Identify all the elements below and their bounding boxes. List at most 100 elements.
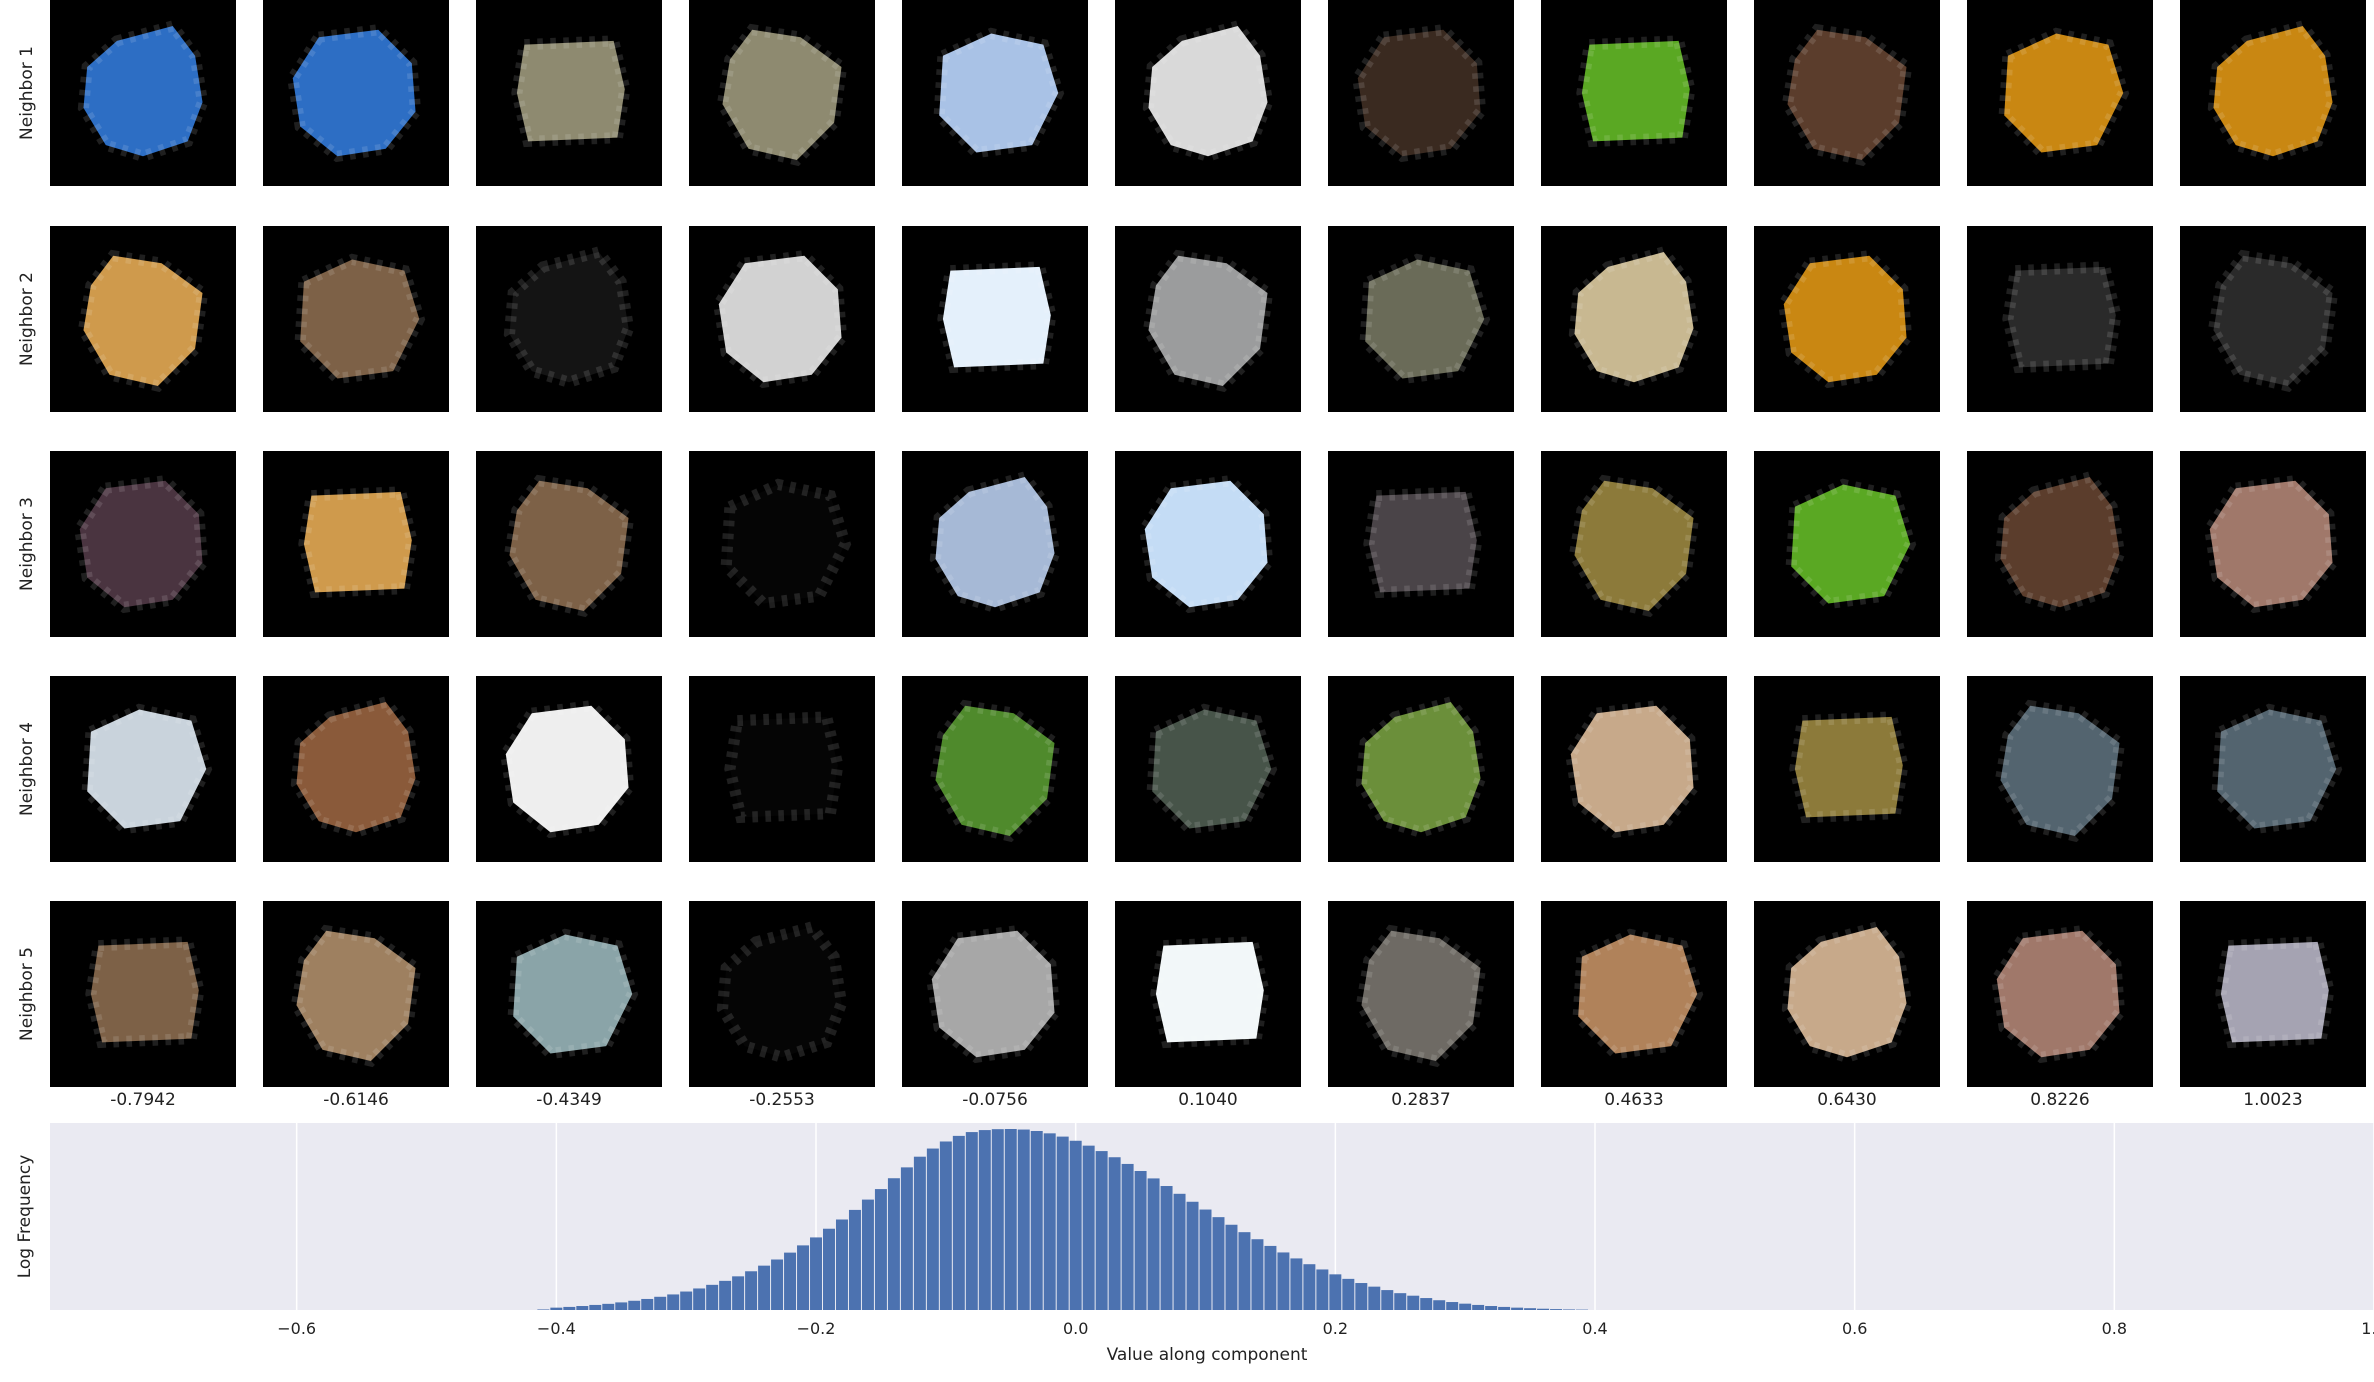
- patch-image: [77, 249, 209, 393]
- patch-texture: [1363, 486, 1483, 599]
- patch-texture: [1576, 35, 1696, 148]
- patch-shape: [296, 702, 416, 833]
- histogram-bar: [978, 1130, 991, 1310]
- patch-shape: [1155, 941, 1264, 1043]
- patch-shape: [1148, 255, 1268, 386]
- column-value: -0.0756: [962, 1090, 1028, 1110]
- patch-shape: [1361, 702, 1481, 833]
- histogram-bar: [900, 1167, 913, 1310]
- neighbor-patch: [1115, 226, 1301, 412]
- patch-texture: [1359, 253, 1491, 385]
- patch-texture: [507, 928, 639, 1060]
- histogram-bar: [1420, 1298, 1433, 1310]
- histogram-bar: [1498, 1306, 1511, 1310]
- patch-shape: [1357, 29, 1481, 157]
- patch-texture: [1150, 936, 1270, 1049]
- patch-texture: [2215, 936, 2335, 1049]
- histogram-bar: [1134, 1170, 1147, 1310]
- histogram-bar: [1459, 1303, 1472, 1310]
- histogram-bar: [1563, 1309, 1576, 1310]
- neighbor-patch: [902, 901, 1088, 1087]
- neighbor-patch: [476, 226, 662, 412]
- neighbor-patch: [689, 676, 875, 862]
- patch-shape: [1791, 484, 1911, 604]
- column-value: -0.2553: [749, 1090, 815, 1110]
- histogram-bar: [654, 1296, 667, 1310]
- patch-image: [2002, 261, 2122, 374]
- patch-image: [2207, 249, 2339, 393]
- patch-shape: [300, 259, 420, 379]
- neighbor-patch: [1754, 451, 1940, 637]
- neighbor-patch: [50, 676, 236, 862]
- patch-shape: [1581, 40, 1690, 142]
- histogram-bar: [1121, 1163, 1134, 1310]
- x-tick-label: 0.0: [1063, 1319, 1088, 1338]
- patch-shape: [1996, 930, 2120, 1058]
- patch-image: [724, 711, 844, 824]
- row-label: Neighbor 5: [12, 901, 42, 1087]
- x-tick-label: −0.2: [797, 1319, 836, 1338]
- patch-image: [1351, 23, 1487, 163]
- column-value: 0.6430: [1817, 1090, 1877, 1110]
- patch-shape: [2000, 705, 2120, 836]
- neighbor-patch: [50, 901, 236, 1087]
- patch-shape: [2004, 33, 2124, 153]
- x-tick-label: 0.2: [1323, 1319, 1348, 1338]
- neighbor-patch: [902, 676, 1088, 862]
- histogram-bar: [563, 1306, 576, 1310]
- column-value: 1.0023: [2243, 1090, 2303, 1110]
- patch-image: [503, 474, 635, 618]
- histogram-bar: [1511, 1307, 1524, 1310]
- histogram-bar: [1030, 1130, 1043, 1310]
- patch-image: [1359, 253, 1491, 385]
- patch-image: [290, 924, 422, 1068]
- patch-shape: [2220, 941, 2329, 1043]
- histogram-bar: [576, 1306, 589, 1310]
- patch-texture: [933, 27, 1065, 159]
- histogram-bar: [1017, 1129, 1030, 1310]
- patch-image: [286, 23, 422, 163]
- histogram-bar: [1446, 1302, 1459, 1310]
- neighbor-patch: [689, 451, 875, 637]
- patch-texture: [1572, 928, 1704, 1060]
- histogram-bar: [1290, 1258, 1303, 1310]
- patch-shape: [726, 484, 846, 604]
- histogram-bar: [550, 1307, 563, 1310]
- neighbor-patch: [476, 0, 662, 186]
- patch-texture: [716, 23, 848, 167]
- column-value: -0.6146: [323, 1090, 389, 1110]
- patch-image: [1568, 474, 1700, 618]
- neighbor-grid: Neighbor 1 Neighbor 2 Neighbor 3 Neighbor 4…: [12, 0, 2366, 1110]
- patch-image: [929, 699, 1061, 843]
- histogram-bar: [1355, 1283, 1368, 1310]
- patch-image: [1568, 245, 1700, 389]
- patch-texture: [290, 924, 422, 1068]
- row-label-text: Neighbor 4: [17, 722, 37, 816]
- x-tick-label: 1.0: [2361, 1319, 2374, 1338]
- column-value: 0.1040: [1178, 1090, 1238, 1110]
- neighbor-patch: [1967, 901, 2153, 1087]
- patch-image: [290, 695, 422, 839]
- patch-image: [1576, 35, 1696, 148]
- patch-shape: [516, 40, 625, 142]
- column-value: 0.4633: [1604, 1090, 1664, 1110]
- neighbor-patch: [50, 226, 236, 412]
- row-label-text: Neighbor 3: [17, 497, 37, 591]
- patch-texture: [929, 699, 1061, 843]
- patch-shape: [1570, 705, 1694, 833]
- histogram-bar: [991, 1129, 1004, 1310]
- patch-image: [1363, 486, 1483, 599]
- patch-image: [85, 936, 205, 1049]
- histogram-bar: [1485, 1306, 1498, 1310]
- patch-image: [1998, 27, 2130, 159]
- neighbor-patch: [2180, 901, 2366, 1087]
- neighbor-patch: [689, 901, 875, 1087]
- patch-shape: [296, 930, 416, 1061]
- patch-shape: [935, 477, 1055, 608]
- neighbor-patch: [1328, 901, 1514, 1087]
- histogram-bar: [615, 1302, 628, 1310]
- histogram-bar: [1108, 1157, 1121, 1310]
- histogram-bar: [1537, 1308, 1550, 1310]
- neighbor-patch: [1541, 0, 1727, 186]
- patch-shape: [87, 709, 207, 829]
